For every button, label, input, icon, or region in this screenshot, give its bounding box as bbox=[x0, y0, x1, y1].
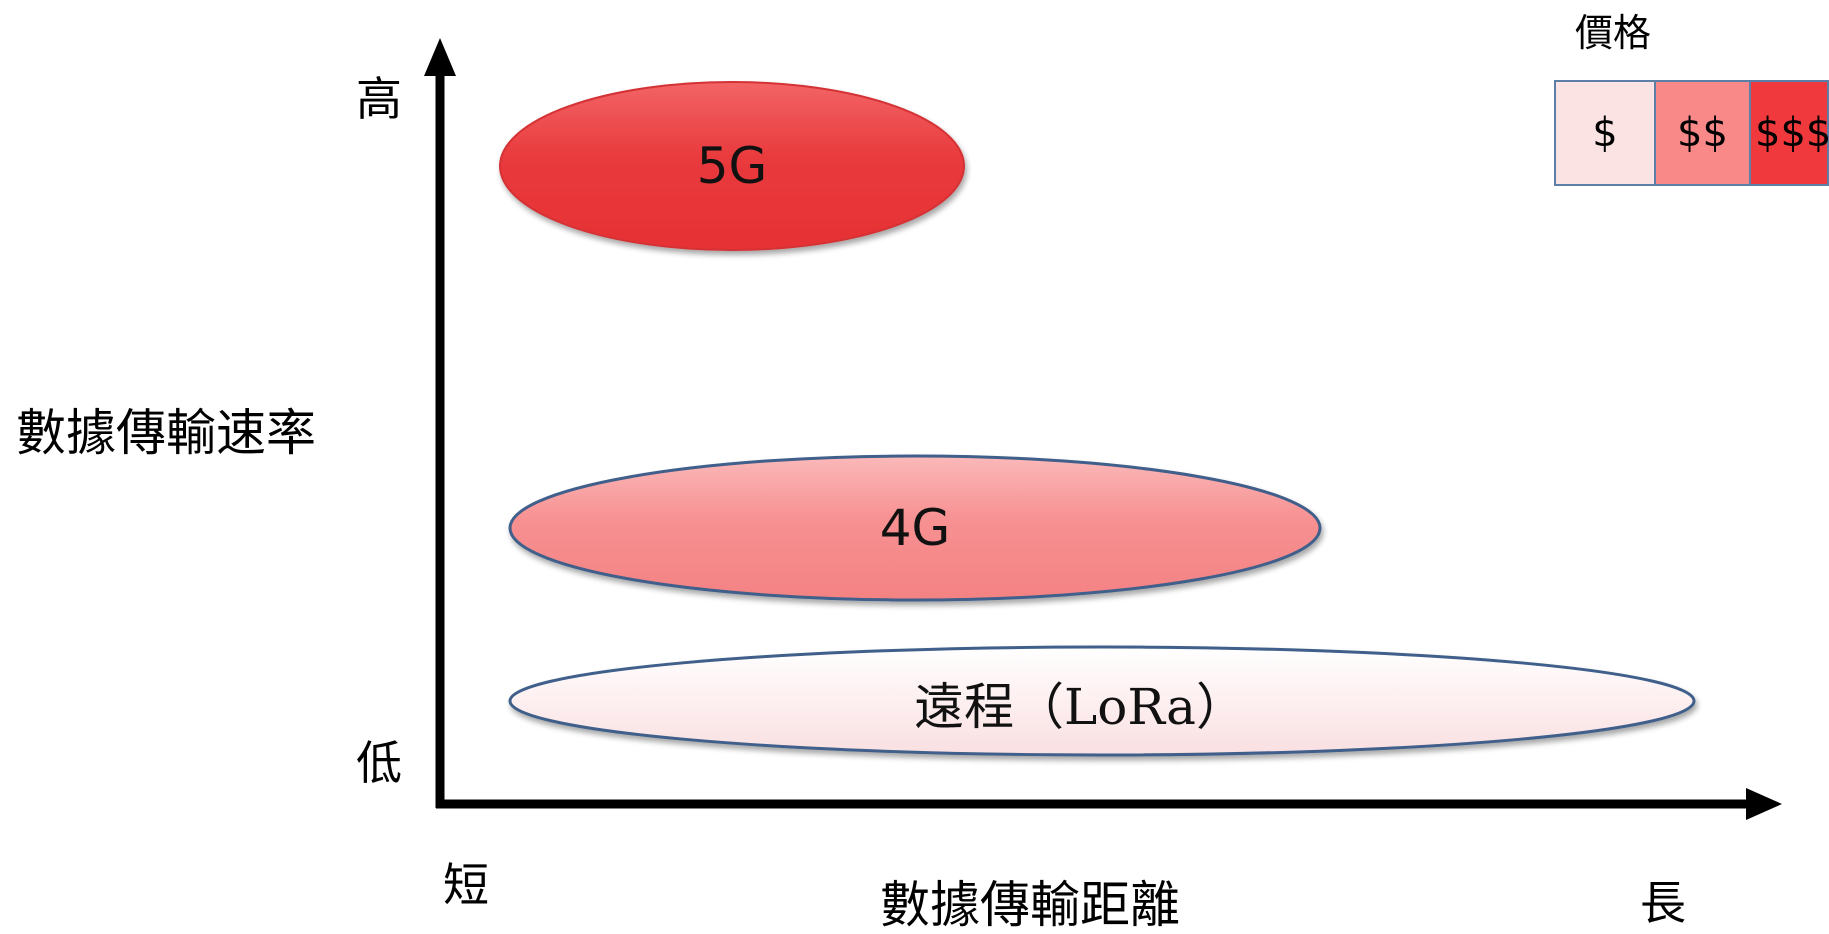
x-short-label: 短 bbox=[443, 858, 489, 912]
legend-item-label: $ bbox=[1592, 110, 1618, 156]
x-long-label: 長 bbox=[1640, 876, 1686, 930]
legend-title: 價格 bbox=[1575, 11, 1652, 55]
legend-item-high-price: $$$ bbox=[1749, 80, 1829, 186]
x-axis-arrowhead bbox=[1746, 788, 1782, 820]
ellipse-4g bbox=[508, 454, 1322, 602]
y-high-label: 高 bbox=[356, 72, 402, 126]
y-axis-title: 數據傳輸速率 bbox=[16, 404, 316, 462]
legend-item-label: $$$ bbox=[1755, 110, 1829, 156]
label-lora: 遠程（LoRa） bbox=[914, 678, 1246, 736]
ellipse-5g bbox=[499, 81, 965, 251]
ellipse-lora bbox=[508, 645, 1696, 757]
label-5g: 5G bbox=[696, 137, 768, 195]
legend-item-label: $$ bbox=[1677, 110, 1728, 156]
legend-item-mid-price: $$ bbox=[1654, 80, 1751, 186]
x-axis-title: 數據傳輸距離 bbox=[880, 876, 1180, 934]
label-4g: 4G bbox=[879, 499, 951, 557]
y-axis-arrowhead bbox=[424, 38, 456, 76]
legend-item-low-price: $ bbox=[1554, 80, 1656, 186]
y-low-label: 低 bbox=[356, 736, 402, 790]
